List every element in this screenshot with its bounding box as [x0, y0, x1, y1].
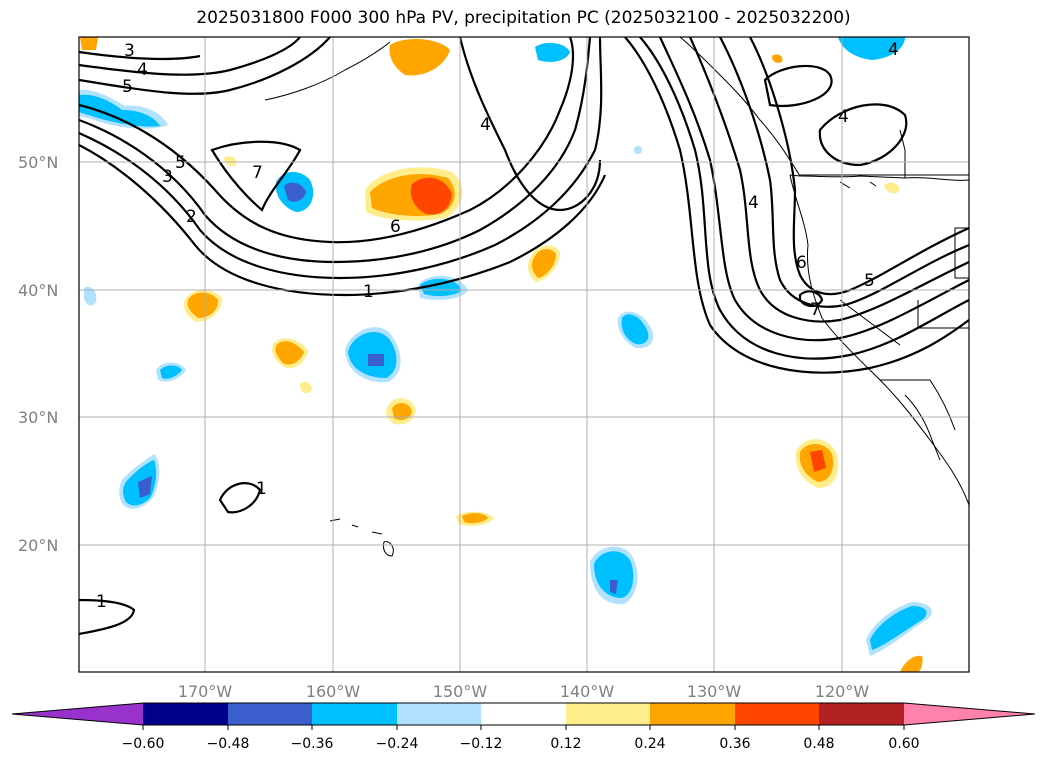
contour-label: 3 [162, 167, 173, 187]
colorbar: −0.60 −0.48 −0.36 −0.24 −0.12 0.12 0.24 … [11, 702, 1036, 752]
colorbar-ticks [142, 725, 905, 730]
colorbar-segment [650, 703, 735, 725]
lat-label: 40°N [18, 281, 58, 300]
plot-frame [78, 36, 970, 673]
lon-label: 150°W [433, 682, 488, 701]
contour-label: 4 [137, 60, 148, 80]
contour-label: 6 [390, 217, 401, 237]
contour-label: 6 [796, 253, 807, 273]
colorbar-extend-low [12, 703, 143, 725]
contour-label: 4 [838, 107, 849, 127]
pv-contours [79, 37, 969, 636]
colorbar-tick-label: −0.12 [460, 736, 503, 752]
colorbar-segment [735, 703, 819, 725]
grid [79, 37, 969, 672]
lat-label: 30°N [18, 408, 58, 427]
contour-label: 5 [864, 271, 875, 291]
precip-shading [79, 37, 932, 672]
colorbar-tick-label: −0.36 [291, 736, 334, 752]
contour-label: 2 [186, 207, 197, 227]
colorbar-segment [566, 703, 650, 725]
contour-label: 3 [124, 41, 135, 61]
contour-label: 5 [175, 153, 186, 173]
colorbar-segment [143, 703, 228, 725]
lat-label: 50°N [18, 153, 58, 172]
contour-label: 4 [748, 193, 759, 213]
colorbar-segment [312, 703, 397, 725]
lat-label: 20°N [18, 536, 58, 555]
colorbar-tick-label: 0.36 [719, 736, 750, 752]
colorbar-tick-label: 0.12 [550, 736, 581, 752]
plot-area [79, 37, 969, 672]
coastlines [264, 37, 969, 557]
colorbar-segment [397, 703, 481, 725]
colorbar-segment [819, 703, 904, 725]
contour-labels: 3 4 5 5 3 2 7 6 4 1 4 6 5 7 4 1 1 4 [96, 40, 899, 612]
colorbar-segment [481, 703, 566, 725]
contour-label: 5 [122, 77, 133, 97]
colorbar-tick-label: −0.48 [207, 736, 250, 752]
lon-label: 170°W [178, 682, 233, 701]
colorbar-tick-label: 0.24 [634, 736, 665, 752]
longitude-labels: 170°W 160°W 150°W 140°W 130°W 120°W [178, 682, 870, 701]
colorbar-tick-label: −0.60 [122, 736, 165, 752]
contour-label: 7 [252, 163, 263, 183]
contour-label: 1 [96, 592, 107, 612]
lon-label: 140°W [560, 682, 615, 701]
contour-label: 1 [256, 479, 267, 499]
lon-label: 120°W [815, 682, 870, 701]
latitude-labels: 50°N 40°N 30°N 20°N [18, 153, 58, 555]
map-title: 2025031800 F000 300 hPa PV, precipitatio… [196, 8, 851, 28]
contour-label: 4 [888, 40, 899, 60]
colorbar-tick-label: 0.48 [803, 736, 834, 752]
contour-label: 7 [810, 300, 821, 320]
colorbar-tick-label: 0.60 [888, 736, 919, 752]
colorbar-tick-label: −0.24 [376, 736, 419, 752]
colorbar-extend-high [904, 703, 1035, 725]
contour-label: 4 [480, 115, 491, 135]
colorbar-segment [228, 703, 312, 725]
contour-label: 1 [363, 282, 374, 302]
lon-label: 130°W [687, 682, 742, 701]
lon-label: 160°W [306, 682, 361, 701]
